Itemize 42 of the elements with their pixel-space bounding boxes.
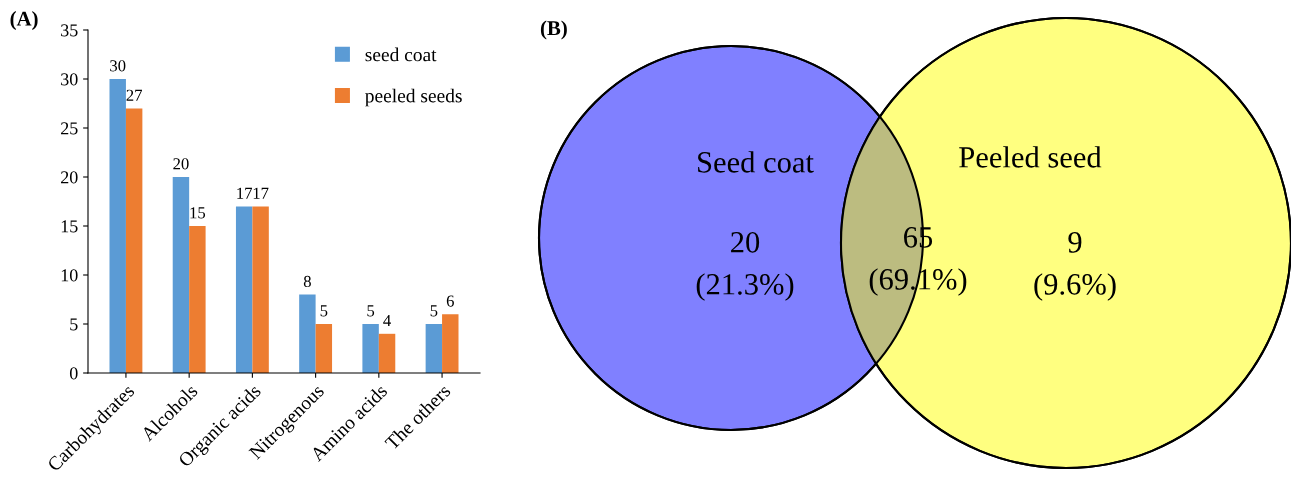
category-label: Peeled seed	[959, 146, 1102, 168]
y-tick-label: 30	[61, 73, 78, 86]
data-label: 8	[303, 275, 311, 288]
y-tick-label: 10	[61, 269, 78, 282]
bar	[109, 79, 126, 373]
bar	[252, 206, 269, 373]
data-label: 5	[367, 305, 375, 317]
bar	[378, 333, 396, 373]
bar	[442, 314, 459, 373]
category-label: Seed coat	[698, 151, 814, 173]
data-label: 17	[253, 187, 269, 199]
data-label: 6	[446, 295, 454, 307]
text: (21.3%)	[696, 273, 794, 301]
legend-label: peeled seeds	[365, 88, 462, 107]
bar	[189, 226, 206, 373]
data-label: 5	[430, 305, 438, 317]
bar	[362, 324, 379, 373]
data-label: 9	[1068, 232, 1082, 253]
data-label: 20	[731, 232, 760, 253]
y-tick-label: 35	[61, 24, 78, 37]
data-label: 20	[173, 158, 189, 170]
y-tick-label: 15	[61, 220, 78, 233]
bar	[425, 324, 443, 373]
data-label: 30	[110, 60, 126, 72]
data-label: 5	[320, 305, 328, 317]
bar	[125, 108, 143, 373]
bar	[299, 294, 316, 373]
data-label: 4	[383, 315, 391, 327]
data-label: 17	[237, 187, 253, 199]
bar	[235, 206, 253, 373]
y-tick-label: 0	[69, 367, 78, 380]
bar	[315, 324, 333, 373]
text: (9.6%)	[1034, 273, 1116, 301]
bar	[172, 177, 190, 373]
y-tick-label: 5	[70, 318, 78, 331]
text: (B)	[540, 20, 567, 40]
data-label: 27	[126, 89, 143, 101]
legend-label: seed coat	[365, 47, 437, 62]
data-label: 15	[190, 207, 206, 219]
y-tick-label: 20	[61, 171, 78, 184]
y-tick-label: 25	[61, 122, 78, 135]
chart-title: (A)	[10, 11, 38, 30]
